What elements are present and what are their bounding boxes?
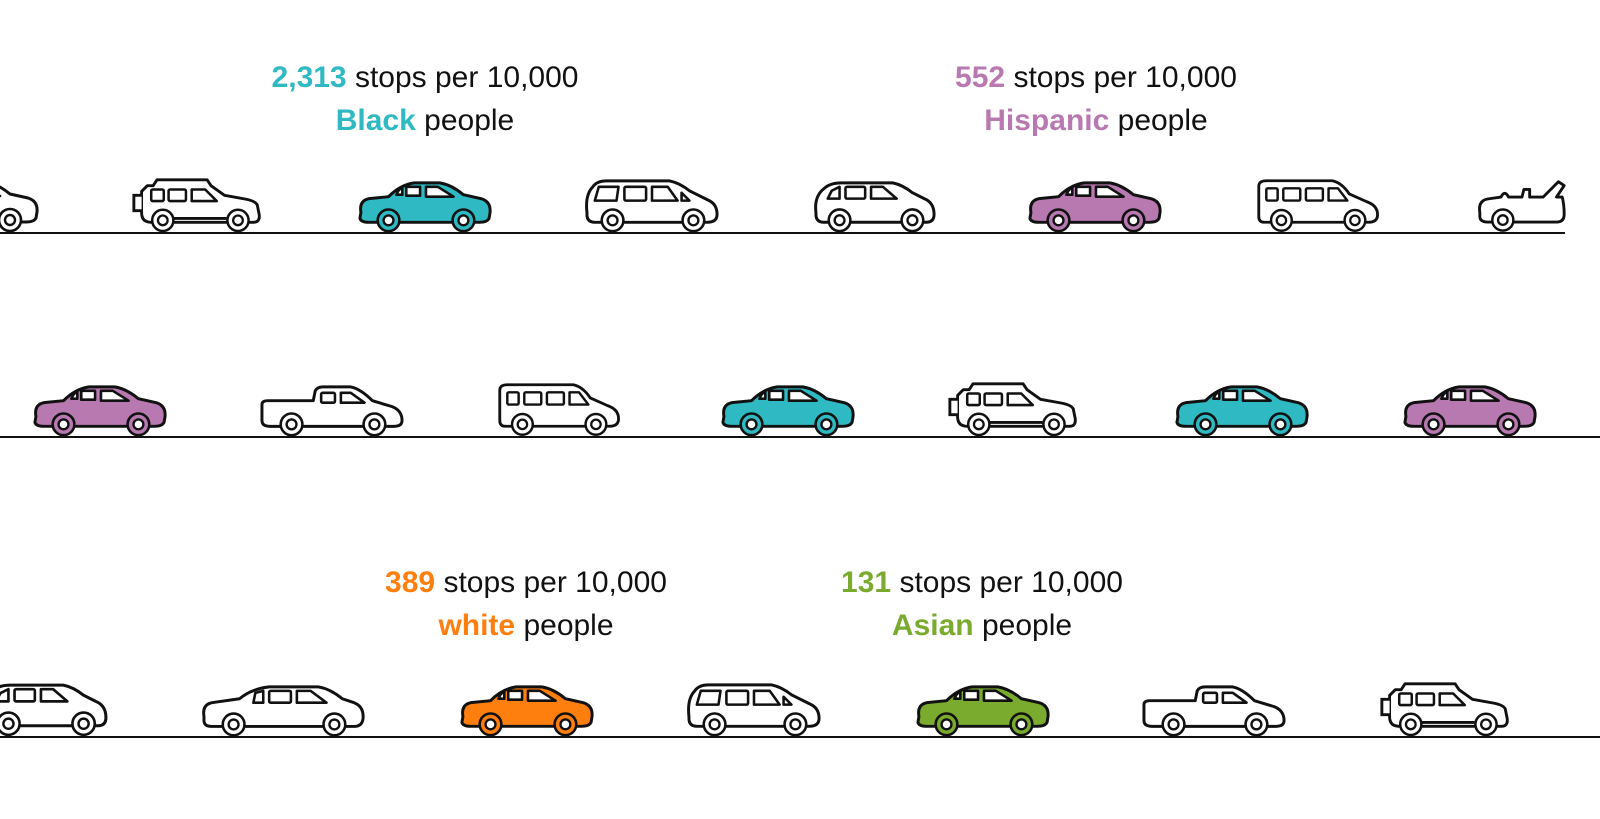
road-line	[0, 232, 1565, 234]
group-name: white	[438, 609, 516, 642]
label-black: 2,313 stops per 10,000 Black people	[265, 56, 585, 142]
label-asian-line2: Asian people	[891, 609, 1073, 642]
label-black-line1: 2,313 stops per 10,000	[271, 61, 579, 94]
car-outline-hatch-icon	[812, 175, 938, 234]
car-outline-sedan-icon	[0, 174, 40, 234]
label-white-line1: 389 stops per 10,000	[385, 566, 667, 599]
car-highlighted-sedan-icon	[913, 679, 1051, 738]
car-highlighted-sedan-icon	[1025, 175, 1163, 234]
group-name: Black	[335, 104, 416, 137]
label-white: 389 stops per 10,000 white people	[366, 561, 686, 647]
stops-number: 2,313	[271, 61, 347, 94]
car-outline-suv-icon	[946, 380, 1081, 438]
label-hispanic: 552 stops per 10,000 Hispanic people	[936, 56, 1256, 142]
car-highlighted-sedan-icon	[30, 379, 168, 438]
car-highlighted-sedan-icon	[1172, 379, 1310, 438]
road-line	[0, 736, 1600, 738]
label-hispanic-line2: Hispanic people	[984, 104, 1208, 137]
car-highlighted-sedan-icon	[457, 679, 595, 738]
label-black-line2: Black people	[335, 104, 515, 137]
car-outline-pickup-icon	[1140, 679, 1288, 738]
label-asian: 131 stops per 10,000 Asian people	[822, 561, 1142, 647]
stops-number: 389	[385, 566, 436, 599]
car-outline-suv-icon	[130, 176, 265, 234]
car-outline-minivan-icon	[583, 175, 721, 234]
car-outline-van-icon	[496, 381, 628, 438]
stops-number: 552	[955, 61, 1006, 94]
group-name: Asian	[891, 609, 974, 642]
car-outline-minivan-icon	[685, 679, 823, 738]
road-line	[0, 436, 1600, 438]
car-outline-hatch-icon	[0, 677, 110, 738]
car-outline-pickup-icon	[258, 379, 406, 438]
label-asian-line1: 131 stops per 10,000	[841, 566, 1123, 599]
car-outline-van-icon	[1255, 177, 1387, 234]
car-outline-convertible-icon	[1476, 176, 1568, 234]
group-name: Hispanic	[984, 104, 1110, 137]
label-white-line2: white people	[438, 609, 614, 642]
car-highlighted-sedan-icon	[355, 175, 493, 234]
car-outline-limo-icon	[200, 679, 368, 738]
stops-number: 131	[841, 566, 892, 599]
car-highlighted-sedan-icon	[718, 379, 856, 438]
label-hispanic-line1: 552 stops per 10,000	[955, 61, 1237, 94]
car-outline-suv-icon	[1378, 680, 1513, 738]
car-highlighted-sedan-icon	[1400, 379, 1538, 438]
